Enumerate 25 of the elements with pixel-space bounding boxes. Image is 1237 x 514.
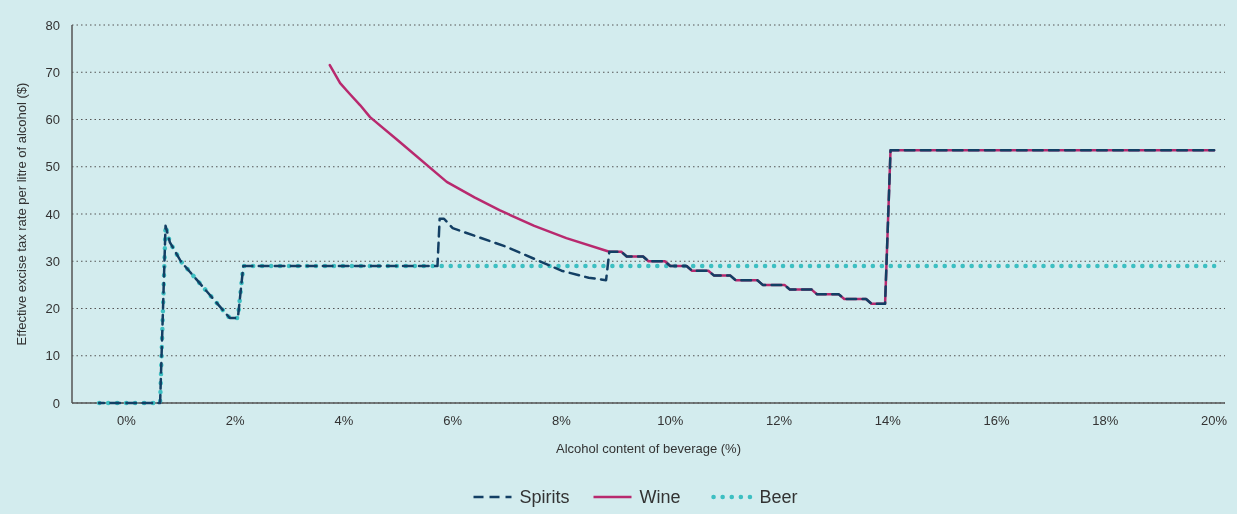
x-tick-label: 0% [116,413,137,428]
y-tick-label: 30 [45,253,60,269]
y-tick-label: 10 [45,348,60,364]
y-tick-label: 20 [45,301,60,317]
legend-label: Wine [639,487,681,507]
x-axis-title: Alcohol content of beverage (%) [556,441,741,456]
x-tick-label: 10% [657,413,684,428]
legend-label: Beer [759,487,798,507]
y-axis-title: Effective excise tax rate per litre of alcohol ($) [14,82,29,346]
x-tick-label: 8% [552,413,572,428]
x-tick-label: 2% [225,413,245,428]
y-tick-label: 80 [45,17,60,33]
x-tick-label: 4% [334,413,354,428]
legend-label: Spirits [519,487,570,507]
x-tick-label: 6% [443,413,463,428]
x-tick-label: 12% [766,413,793,428]
y-tick-label: 70 [45,64,60,80]
x-tick-label: 20% [1201,413,1228,428]
y-tick-label: 40 [45,206,60,222]
x-tick-label: 18% [1092,413,1119,428]
y-tick-label: 50 [45,159,60,175]
x-tick-label: 16% [983,413,1011,428]
y-tick-label: 0 [52,395,60,411]
y-tick-label: 60 [45,112,60,128]
x-tick-label: 14% [874,413,902,428]
